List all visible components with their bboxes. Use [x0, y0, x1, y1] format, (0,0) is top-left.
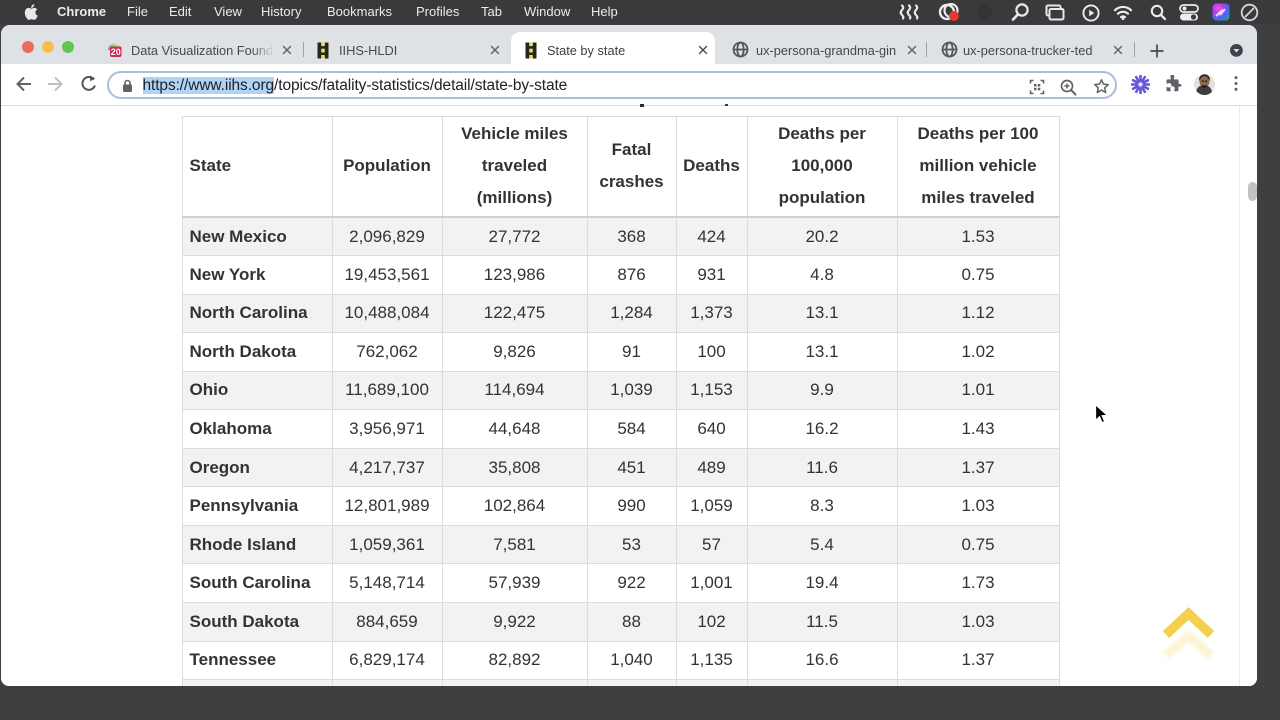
svg-text:20: 20	[111, 47, 121, 57]
